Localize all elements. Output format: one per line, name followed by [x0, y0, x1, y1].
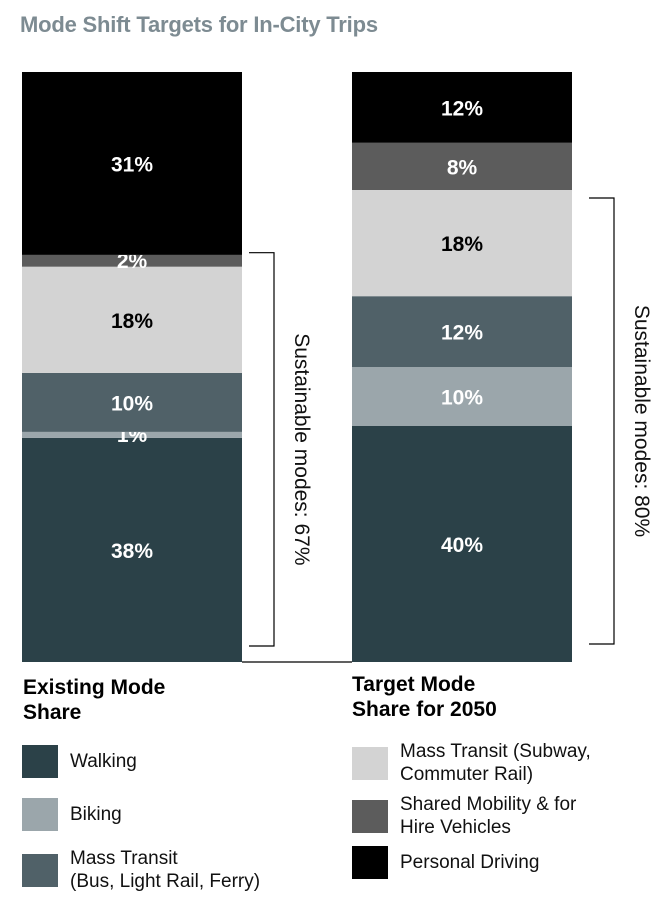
sustainable-annotation-target: Sustainable modes: 80% [630, 305, 653, 537]
legend-item-shared-mobility: Shared Mobility & for Hire Vehicles [352, 793, 576, 839]
bar-segment-existing-mass-transit-bus [22, 372, 242, 432]
legend-swatch-mass-transit-bus [22, 853, 58, 887]
legend-swatch-walking [22, 745, 58, 778]
data-label-target-mass-transit-subway: 18% [441, 233, 483, 256]
data-label-existing-mass-transit-subway: 18% [111, 310, 153, 333]
data-label-target-personal-driving: 12% [441, 97, 483, 120]
sustainable-bracket-target [589, 197, 615, 645]
data-label-target-mass-transit-bus: 12% [441, 322, 483, 345]
bar-segment-target-mass-transit-bus [352, 296, 572, 367]
data-label-target-shared-mobility: 8% [447, 156, 478, 179]
legend-item-personal-driving: Personal Driving [352, 846, 539, 879]
chart-title: Mode Shift Targets for In-City Trips [20, 12, 378, 37]
sustainable-bracket-existing [249, 252, 275, 647]
legend-item-biking: Biking [22, 798, 122, 831]
legend-label-personal-driving: Personal Driving [400, 852, 540, 873]
bar-caption-target: Target Mode Share for 2050 [352, 672, 497, 722]
bar-segment-existing-personal-driving [22, 72, 242, 255]
data-label-target-biking: 10% [441, 387, 483, 410]
bar-segment-target-biking [352, 367, 572, 426]
bar-segment-existing-walking [22, 437, 242, 662]
bar-segment-target-personal-driving [352, 72, 572, 143]
bar-caption-existing-text: Existing Mode Share [23, 676, 166, 724]
legend-label-mass-transit-subway: Mass Transit (Subway, Commuter Rail) [400, 741, 591, 785]
legend-swatch-mass-transit-subway [352, 746, 388, 780]
bar-segment-target-shared-mobility [352, 142, 572, 190]
legend-label-walking: Walking [70, 751, 137, 772]
data-label-existing-walking: 38% [111, 540, 153, 563]
bar-segment-target-walking [352, 426, 572, 662]
bar-segment-existing-mass-transit-subway [22, 266, 242, 373]
legend-item-mass-transit-subway: Mass Transit (Subway, Commuter Rail) [352, 740, 591, 786]
bar-caption-existing: Existing Mode Share [23, 675, 165, 725]
data-label-existing-shared-mobility: 2% [117, 250, 148, 273]
legend-label-shared-mobility: Shared Mobility & for Hire Vehicles [400, 794, 577, 838]
legend-label-mass-transit-bus: Mass Transit (Bus, Light Rail, Ferry) [70, 848, 261, 892]
data-label-existing-personal-driving: 31% [111, 153, 153, 176]
legend-swatch-shared-mobility [352, 799, 388, 833]
legend-item-walking: Walking [22, 745, 137, 778]
sustainable-annotation-existing: Sustainable modes: 67% [290, 333, 313, 565]
data-label-existing-mass-transit-bus: 10% [111, 392, 153, 415]
bar-segment-existing-biking [22, 431, 242, 438]
bar-segment-existing-shared-mobility [22, 254, 242, 267]
legend-swatch-biking [22, 798, 58, 831]
legend-label-biking: Biking [70, 804, 122, 825]
data-label-target-walking: 40% [441, 534, 483, 557]
legend-swatch-personal-driving [352, 846, 388, 879]
legend-item-mass-transit-bus: Mass Transit (Bus, Light Rail, Ferry) [22, 847, 260, 893]
bar-caption-target-text: Target Mode Share for 2050 [352, 673, 497, 721]
bar-segment-target-mass-transit-subway [352, 190, 572, 297]
